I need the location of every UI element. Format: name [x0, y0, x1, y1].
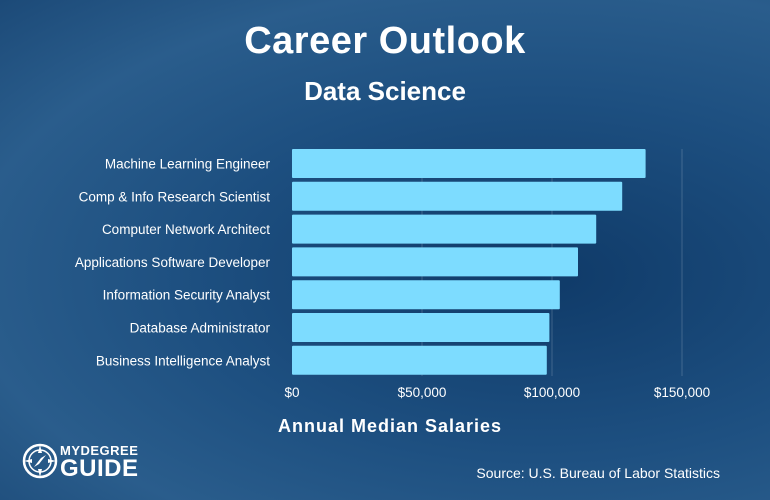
bar-3	[292, 247, 578, 277]
chart-subtitle: Data Science	[304, 76, 466, 106]
category-label-2: Computer Network Architect	[102, 222, 270, 237]
category-label-4: Information Security Analyst	[103, 288, 271, 303]
x-tick-label-0: $0	[284, 385, 299, 400]
brand-logo: MYDEGREE GUIDE	[20, 441, 150, 485]
brand-line1: MYDEGREE	[60, 443, 139, 458]
x-tick-label-3: $150,000	[654, 385, 710, 400]
brand-line2: GUIDE	[60, 455, 139, 482]
category-label-1: Comp & Info Research Scientist	[79, 189, 271, 204]
category-label-5: Database Administrator	[130, 321, 271, 336]
category-label-0: Machine Learning Engineer	[105, 157, 271, 172]
chart-title: Career Outlook	[244, 20, 526, 62]
bar-5	[292, 313, 550, 342]
category-label-6: Business Intelligence Analyst	[96, 353, 270, 368]
category-label-3: Applications Software Developer	[75, 255, 271, 270]
x-tick-label-2: $100,000	[524, 385, 580, 400]
bar-0	[292, 149, 646, 178]
source-note: Source: U.S. Bureau of Labor Statistics	[476, 465, 720, 481]
bar-4	[292, 280, 560, 310]
x-axis-label: Annual Median Salaries	[277, 416, 503, 436]
x-tick-label-1: $50,000	[398, 385, 447, 400]
bar-2	[292, 214, 597, 244]
bar-1	[292, 181, 623, 211]
compass-icon	[22, 443, 58, 479]
bar-6	[292, 345, 547, 375]
